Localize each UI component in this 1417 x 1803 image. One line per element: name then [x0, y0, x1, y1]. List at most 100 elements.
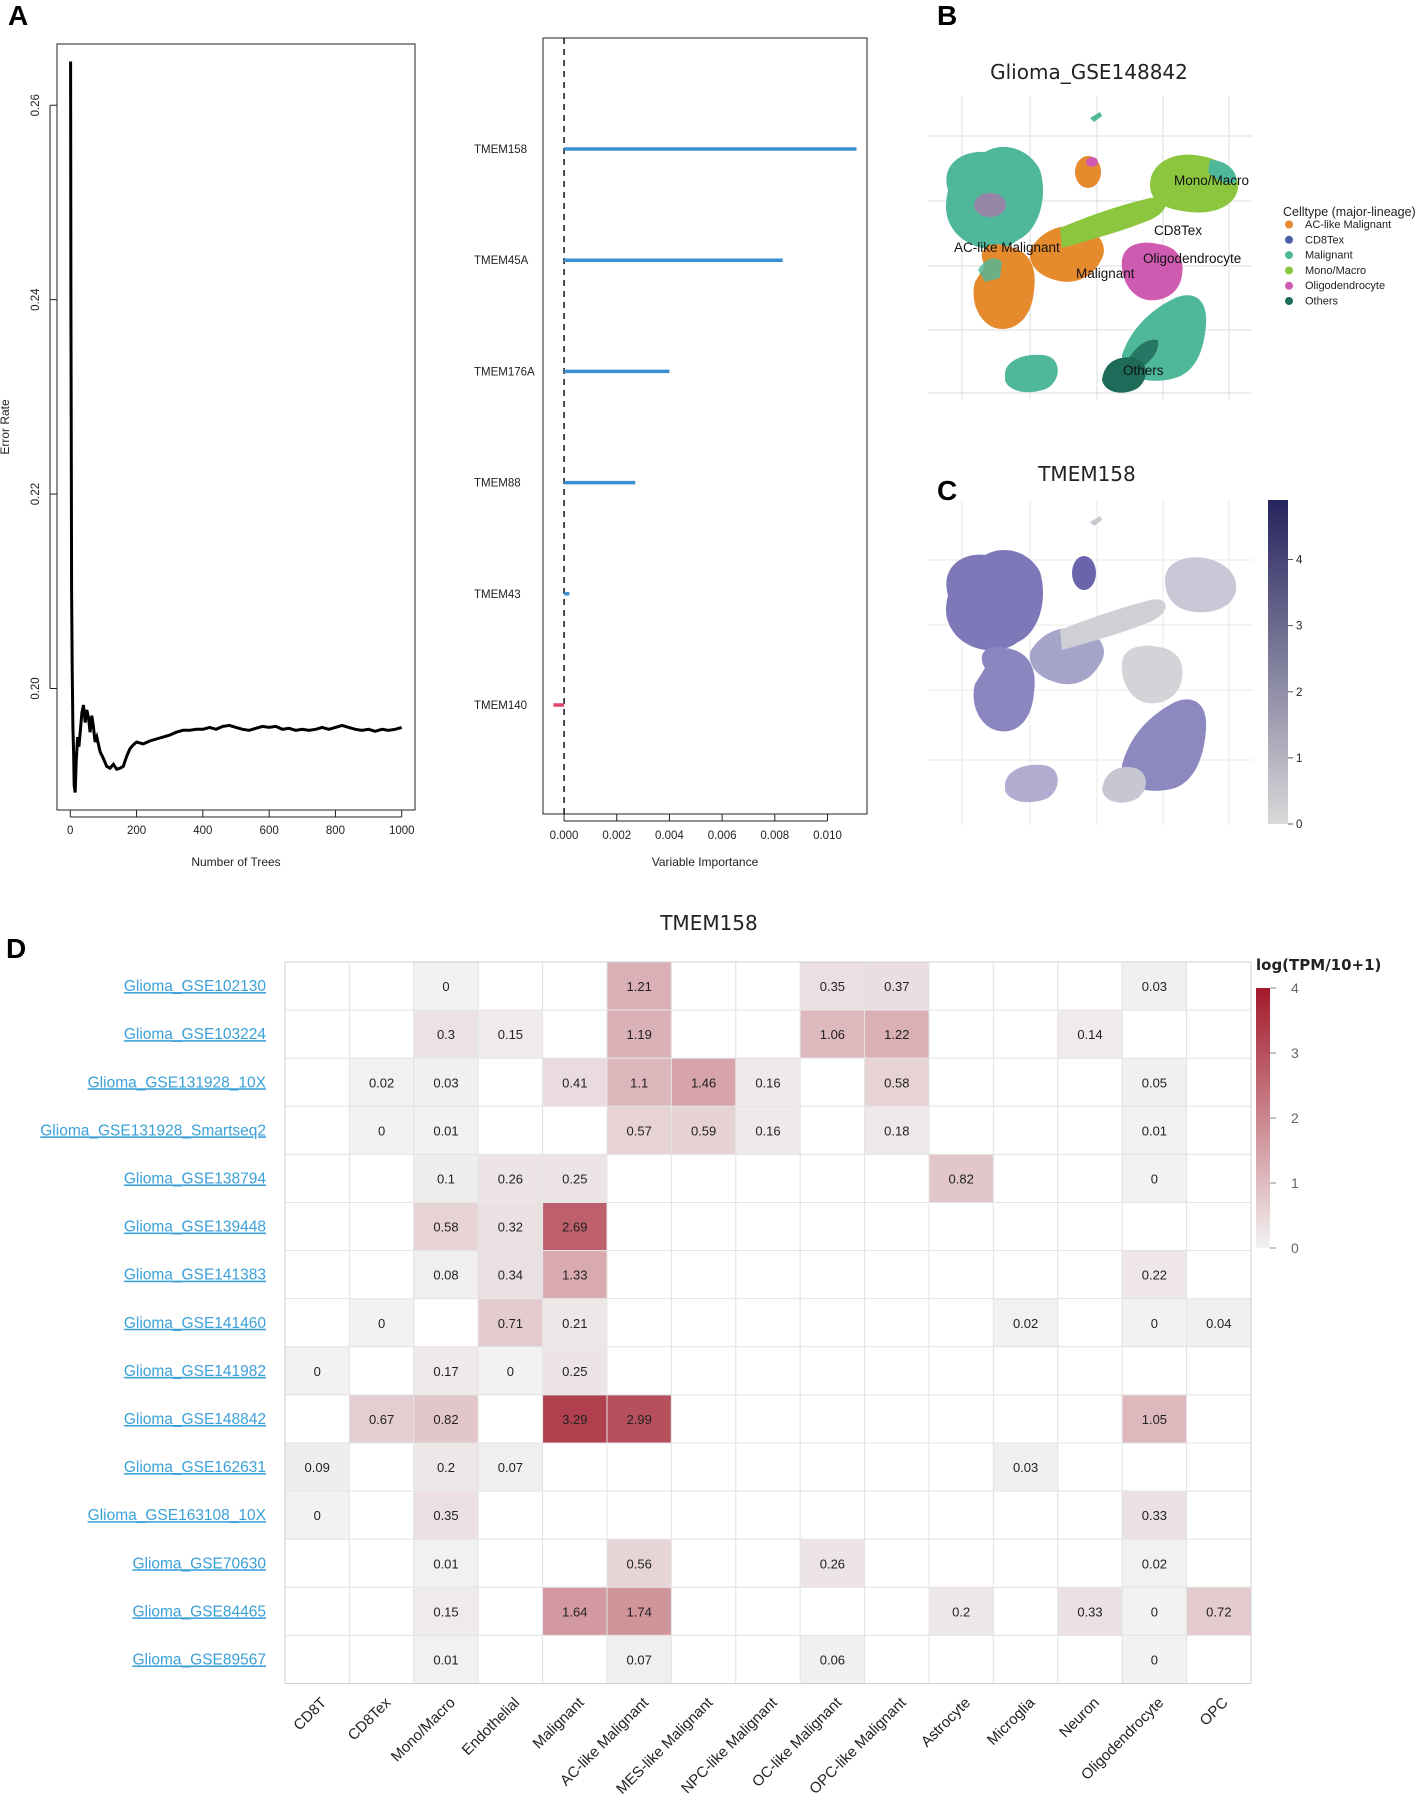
heatmap-cell-value: 0: [1151, 1604, 1158, 1619]
variable-importance-xtick-label: 0.010: [813, 830, 842, 842]
heatmap-cell: [864, 1298, 930, 1348]
heatmap-cell-value: 1.1: [630, 1075, 648, 1090]
variable-importance-xtick-label: 0.006: [708, 830, 737, 842]
heatmap-row-label[interactable]: Glioma_GSE103224: [124, 1026, 267, 1043]
colorbar-tick-label: 1: [1296, 753, 1302, 765]
heatmap-cell: [348, 1538, 415, 1588]
heatmap-cell-value: 0.41: [562, 1075, 587, 1090]
heatmap-colorbar-tick-label: 4: [1291, 980, 1299, 996]
umap-celltype-legend: AC-like Malignant CD8Tex Malignant Mono/Mac…: [1285, 219, 1391, 308]
heatmap-cell-value: 2.69: [562, 1220, 587, 1235]
heatmap-row-label[interactable]: Glioma_GSE131928_Smartseq2: [40, 1122, 266, 1139]
cluster-small-island: [1090, 112, 1102, 122]
heatmap-row-label[interactable]: Glioma_GSE141383: [124, 1267, 266, 1284]
heatmap-cell: [928, 1057, 994, 1107]
heatmap-cell: [864, 1057, 930, 1107]
variable-importance-plot-frame: [542, 37, 868, 815]
heatmap-cell-value: 1.19: [627, 1027, 652, 1042]
colorbar-tick-label: 0: [1296, 819, 1302, 831]
heatmap-cell: [799, 1346, 866, 1396]
heatmap-cell: [799, 1538, 866, 1588]
heatmap-colorbar-tick-label: 2: [1291, 1110, 1299, 1126]
variable-importance-category-label: TMEM176A: [474, 366, 535, 378]
heatmap-colorbar-tick-label: 1: [1291, 1175, 1299, 1191]
heatmap-cell: [1121, 961, 1188, 1011]
heatmap-cell: [606, 1490, 672, 1540]
heatmap-cell-value: 0.03: [433, 1075, 458, 1090]
heatmap-cell: [606, 1298, 672, 1348]
heatmap-column-label: Endothelial: [459, 1694, 524, 1759]
heatmap-cell: [735, 1442, 801, 1492]
heatmap-cell: [477, 1202, 544, 1252]
heatmap-cell: [606, 1634, 672, 1685]
heatmap-cell: [735, 1057, 801, 1107]
heatmap-chart: TMEM158 0 1.21 0.35 0.37 0.03 0.3 0.15 1.19 1.06…: [40, 911, 1381, 1798]
colorbar-tick-label: 2: [1296, 687, 1302, 699]
heatmap-cell-value: 0.07: [498, 1460, 523, 1475]
legend-entry-label: CD8Tex: [1305, 234, 1345, 246]
heatmap-cell-value: 0.08: [433, 1268, 458, 1283]
heatmap-cell-value: 0.71: [498, 1316, 523, 1331]
heatmap-cell-value: 0: [378, 1123, 385, 1138]
heatmap-cell-value: 0.25: [562, 1171, 587, 1186]
heatmap-cell-value: 0.3: [437, 1027, 455, 1042]
heatmap-cell: [1186, 1490, 1252, 1540]
heatmap-cell: [1186, 1009, 1252, 1059]
error-rate-ytick-label: 0.24: [30, 288, 42, 311]
heatmap-cell: [864, 1153, 930, 1204]
heatmap-row-label[interactable]: Glioma_GSE138794: [124, 1170, 267, 1187]
heatmap-cell-value: 0.07: [627, 1652, 652, 1667]
heatmap-cell: [606, 1250, 672, 1300]
umap-annotation-others: Others: [1123, 363, 1164, 378]
heatmap-row-label[interactable]: Glioma_GSE139448: [124, 1219, 266, 1236]
heatmap-cell: [992, 1105, 1059, 1155]
heatmap-cell: [477, 1634, 544, 1685]
panel-label-d: D: [6, 933, 26, 964]
heatmap-cell-value: 0.06: [820, 1652, 845, 1667]
heatmap-row-label[interactable]: Glioma_GSE84465: [132, 1603, 266, 1620]
heatmap-cell-value: 2.99: [627, 1412, 652, 1427]
heatmap-row-label[interactable]: Glioma_GSE131928_10X: [88, 1074, 267, 1091]
heatmap-cell: [992, 1250, 1059, 1300]
heatmap-row-label[interactable]: Glioma_GSE141460: [124, 1315, 267, 1332]
heatmap-cell: [284, 1586, 350, 1636]
heatmap-cell: [928, 1538, 994, 1588]
heatmap-cell: [670, 1442, 737, 1492]
heatmap-row-label[interactable]: Glioma_GSE70630: [132, 1555, 266, 1572]
heatmap-cell: [542, 961, 608, 1011]
heatmap-cell: [928, 1490, 994, 1540]
heatmap-cell: [799, 1298, 866, 1348]
cluster-mono-macro-bridge: [1060, 197, 1166, 248]
cluster-malignant-topright: [1208, 160, 1237, 184]
heatmap-row-label[interactable]: Glioma_GSE148842: [124, 1411, 266, 1428]
heatmap-cell: [1186, 1538, 1252, 1588]
heatmap-cell: [928, 1634, 994, 1685]
heatmap-row-label[interactable]: Glioma_GSE89567: [132, 1651, 266, 1668]
heatmap-cell: [606, 1153, 672, 1204]
heatmap-row-label[interactable]: Glioma_GSE141982: [124, 1363, 266, 1380]
heatmap-cell-value: 0.2: [952, 1604, 970, 1619]
error-rate-xtick-label: 800: [326, 825, 345, 837]
heatmap-row-label[interactable]: Glioma_GSE102130: [124, 978, 267, 995]
heatmap-cell-value: 0.03: [1142, 979, 1167, 994]
variable-importance-xtick-label: 0.004: [655, 830, 684, 842]
heatmap-cell: [477, 961, 544, 1011]
error-rate-chart: 0 200 400 600 800 1000 0.20 0.22 0.24 0.26 Number…: [0, 43, 416, 869]
heatmap-cell: [992, 1009, 1059, 1059]
heatmap-colorbar-tick-label: 3: [1291, 1045, 1299, 1061]
heatmap-cell: [606, 1538, 672, 1588]
error-rate-ytick-label: 0.22: [30, 483, 42, 505]
error-rate-plot-frame: [56, 43, 416, 811]
heatmap-cell: [1121, 1634, 1188, 1685]
heatmap-cell: [735, 1202, 801, 1252]
heatmap-cell-value: 0.02: [1142, 1556, 1167, 1571]
legend-swatch-4: [1285, 281, 1293, 290]
heatmap-colorbar-title: log(TPM/10+1): [1256, 956, 1381, 974]
heatmap-row-label[interactable]: Glioma_GSE163108_10X: [88, 1507, 267, 1524]
heatmap-row-label[interactable]: Glioma_GSE162631: [124, 1459, 266, 1476]
heatmap-cell: [348, 1490, 415, 1540]
heatmap-cell: [992, 961, 1059, 1011]
heatmap-cell: [799, 1057, 866, 1107]
heatmap-cell-value: 0: [1151, 1652, 1158, 1667]
heatmap-cell-value: 0: [314, 1508, 321, 1523]
